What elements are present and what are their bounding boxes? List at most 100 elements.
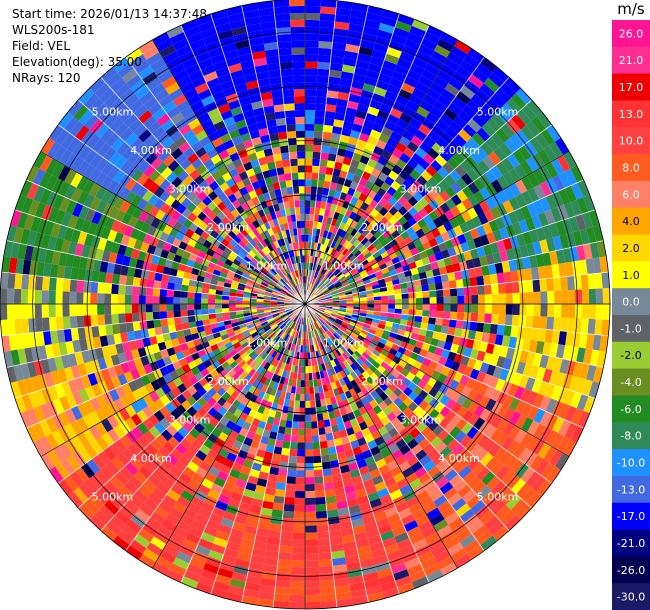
velocity-gate <box>339 354 346 363</box>
velocity-gate <box>316 280 322 288</box>
velocity-gate <box>499 250 509 263</box>
velocity-gate <box>377 171 389 182</box>
velocity-gate <box>434 234 445 245</box>
velocity-gate <box>330 291 338 296</box>
velocity-gate <box>328 529 342 539</box>
velocity-gate <box>337 507 350 517</box>
velocity-gate <box>478 304 486 314</box>
velocity-gate <box>327 337 334 345</box>
velocity-gate <box>312 330 316 338</box>
velocity-gate <box>415 291 423 299</box>
velocity-gate <box>305 428 312 436</box>
velocity-gate <box>358 256 367 264</box>
velocity-gate <box>559 358 570 374</box>
velocity-gate <box>448 280 457 289</box>
velocity-gate <box>294 393 301 401</box>
velocity-gate <box>311 172 319 180</box>
velocity-gate <box>357 335 365 342</box>
velocity-gate <box>402 106 416 118</box>
velocity-gate <box>581 379 593 397</box>
velocity-gate <box>334 584 351 594</box>
velocity-gate <box>312 263 316 271</box>
velocity-gate <box>499 227 510 240</box>
velocity-gate <box>279 419 287 428</box>
velocity-gate <box>245 575 262 585</box>
velocity-gate <box>335 318 343 323</box>
velocity-gate <box>313 386 320 394</box>
velocity-gate <box>346 143 357 153</box>
velocity-gate <box>342 343 350 351</box>
velocity-gate <box>493 147 507 162</box>
velocity-gate <box>481 471 496 486</box>
velocity-gate <box>338 458 349 467</box>
velocity-gate <box>305 144 314 152</box>
velocity-gate <box>385 259 394 268</box>
velocity-gate <box>435 118 449 132</box>
velocity-gate <box>350 220 358 229</box>
velocity-gate <box>318 559 333 567</box>
velocity-gate <box>457 110 472 124</box>
velocity-gate <box>328 285 335 291</box>
velocity-gate <box>382 60 397 71</box>
velocity-gate <box>489 273 498 285</box>
velocity-gate <box>395 455 407 467</box>
velocity-gate <box>476 246 486 258</box>
velocity-gate <box>266 480 277 489</box>
velocity-gate <box>560 317 568 332</box>
velocity-gate <box>366 310 374 315</box>
velocity-gate <box>476 62 493 78</box>
velocity-gate <box>322 324 329 331</box>
velocity-gate <box>476 127 491 142</box>
velocity-gate <box>315 257 320 265</box>
velocity-gate <box>327 353 334 361</box>
velocity-gate <box>385 321 394 328</box>
velocity-gate <box>270 516 283 525</box>
velocity-gate <box>317 54 332 63</box>
velocity-gate <box>512 372 523 386</box>
velocity-gate <box>414 163 426 176</box>
velocity-gate <box>316 272 321 280</box>
velocity-gate <box>104 314 112 325</box>
velocity-gate <box>386 317 394 323</box>
velocity-gate <box>330 543 344 553</box>
velocity-gate <box>314 490 326 498</box>
velocity-gate <box>117 294 125 304</box>
velocity-gate <box>305 580 320 589</box>
velocity-gate <box>273 593 290 602</box>
velocity-gate <box>388 153 400 165</box>
velocity-gate <box>334 219 342 228</box>
velocity-gate <box>341 414 350 423</box>
velocity-gate <box>395 141 407 153</box>
velocity-gate <box>333 279 340 286</box>
velocity-gate <box>320 251 325 259</box>
velocity-gate <box>152 311 161 320</box>
velocity-gate <box>454 270 463 281</box>
velocity-gate <box>320 274 326 282</box>
velocity-gate <box>429 290 437 298</box>
velocity-gate <box>481 490 497 505</box>
velocity-gate <box>318 215 324 223</box>
velocity-gate <box>281 517 294 526</box>
velocity-gate <box>443 220 454 232</box>
velocity-gate <box>305 567 320 575</box>
velocity-gate <box>423 336 433 345</box>
velocity-gate <box>530 327 540 341</box>
velocity-gate <box>309 214 315 222</box>
velocity-gate <box>475 146 489 160</box>
velocity-gate <box>342 320 350 326</box>
velocity-gate <box>323 180 331 189</box>
velocity-gate <box>335 7 352 17</box>
velocity-gate <box>531 379 543 394</box>
velocity-gate <box>311 256 316 264</box>
velocity-gate <box>343 178 353 188</box>
velocity-gate <box>435 137 449 150</box>
velocity-gate <box>388 443 400 455</box>
velocity-gate <box>518 374 530 389</box>
velocity-gate <box>512 443 526 459</box>
velocity-gate <box>359 269 367 276</box>
velocity-gate <box>390 562 407 575</box>
velocity-gate <box>309 207 316 215</box>
velocity-gate <box>315 503 327 512</box>
velocity-gate <box>367 304 375 308</box>
velocity-gate <box>408 298 416 304</box>
